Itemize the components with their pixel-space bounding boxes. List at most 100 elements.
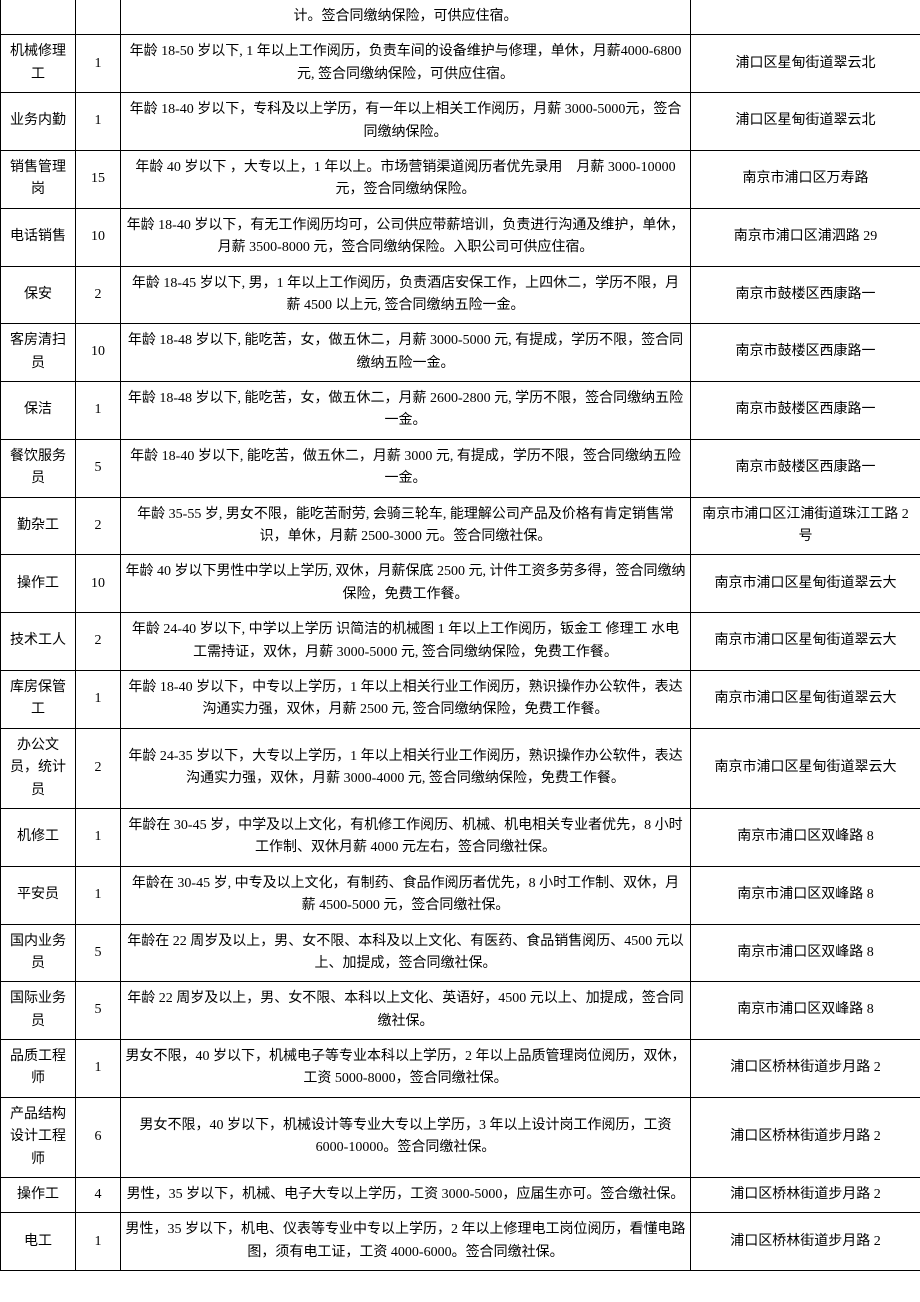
job-location-cell: 南京市浦口区江浦街道珠江工路 2 号 (691, 497, 920, 555)
job-count-cell: 1 (76, 808, 121, 866)
job-count-cell: 1 (76, 93, 121, 151)
job-count-cell: 6 (76, 1097, 121, 1177)
job-desc-cell: 年龄 22 周岁及以上，男、女不限、本科以上文化、英语好，4500 元以上、加提… (121, 982, 691, 1040)
job-location-cell: 浦口区桥林街道步月路 2 (691, 1040, 920, 1098)
job-count-cell: 1 (76, 35, 121, 93)
job-title-cell: 保安 (1, 266, 76, 324)
job-title-cell: 机械修理工 (1, 35, 76, 93)
job-title-cell: 平安员 (1, 866, 76, 924)
job-count-cell: 10 (76, 324, 121, 382)
job-location-cell: 南京市浦口区双峰路 8 (691, 866, 920, 924)
table-row: 操作工10年龄 40 岁以下男性中学以上学历, 双休，月薪保底 2500 元, … (1, 555, 920, 613)
table-row: 电工1男性，35 岁以下，机电、仪表等专业中专以上学历，2 年以上修理电工岗位阅… (1, 1213, 920, 1271)
job-desc-cell: 年龄 18-48 岁以下, 能吃苦，女，做五休二，月薪 3000-5000 元,… (121, 324, 691, 382)
job-location-cell: 南京市浦口区双峰路 8 (691, 924, 920, 982)
job-location-cell: 浦口区桥林街道步月路 2 (691, 1097, 920, 1177)
job-count-cell: 5 (76, 439, 121, 497)
job-desc-cell: 年龄 35-55 岁, 男女不限，能吃苦耐劳, 会骑三轮车, 能理解公司产品及价… (121, 497, 691, 555)
job-count-cell: 2 (76, 613, 121, 671)
job-title-cell: 国内业务员 (1, 924, 76, 982)
table-row: 技术工人2年龄 24-40 岁以下, 中学以上学历 识简洁的机械图 1 年以上工… (1, 613, 920, 671)
job-desc-cell: 年龄在 22 周岁及以上，男、女不限、本科及以上文化、有医药、食品销售阅历、45… (121, 924, 691, 982)
job-desc-cell: 年龄 18-50 岁以下, 1 年以上工作阅历，负责车间的设备维护与修理，单休，… (121, 35, 691, 93)
table-row: 业务内勤1年龄 18-40 岁以下，专科及以上学历，有一年以上相关工作阅历，月薪… (1, 93, 920, 151)
table-row: 销售管理岗15年龄 40 岁以下 ，大专以上，1 年以上。市场营销渠道阅历者优先… (1, 150, 920, 208)
job-location-cell: 南京市浦口区浦泗路 29 (691, 208, 920, 266)
table-row: 产品结构设计工程师6男女不限，40 岁以下，机械设计等专业大专以上学历，3 年以… (1, 1097, 920, 1177)
job-desc-cell: 年龄 40 岁以下 ，大专以上，1 年以上。市场营销渠道阅历者优先录用 月薪 3… (121, 150, 691, 208)
job-title-cell: 电话销售 (1, 208, 76, 266)
job-desc-cell: 年龄在 30-45 岁，中学及以上文化，有机修工作阅历、机械、机电相关专业者优先… (121, 808, 691, 866)
job-desc-cell: 男性，35 岁以下，机械、电子大专以上学历，工资 3000-5000，应届生亦可… (121, 1178, 691, 1213)
job-title-cell: 操作工 (1, 555, 76, 613)
job-location-cell: 南京市浦口区双峰路 8 (691, 982, 920, 1040)
job-title-cell (1, 0, 76, 35)
job-location-cell: 南京市浦口区星甸街道翠云大 (691, 555, 920, 613)
job-location-cell: 南京市浦口区星甸街道翠云大 (691, 728, 920, 808)
job-desc-cell: 年龄 18-40 岁以下，专科及以上学历，有一年以上相关工作阅历，月薪 3000… (121, 93, 691, 151)
job-location-cell: 南京市鼓楼区西康路一 (691, 266, 920, 324)
job-location-cell: 浦口区星甸街道翠云北 (691, 93, 920, 151)
job-count-cell: 4 (76, 1178, 121, 1213)
job-title-cell: 电工 (1, 1213, 76, 1271)
job-location-cell: 浦口区桥林街道步月路 2 (691, 1178, 920, 1213)
job-desc-cell: 年龄在 30-45 岁, 中专及以上文化，有制药、食品作阅历者优先，8 小时工作… (121, 866, 691, 924)
job-title-cell: 库房保管工 (1, 670, 76, 728)
job-title-cell: 餐饮服务员 (1, 439, 76, 497)
job-title-cell: 技术工人 (1, 613, 76, 671)
job-desc-cell: 年龄 18-48 岁以下, 能吃苦，女，做五休二，月薪 2600-2800 元,… (121, 382, 691, 440)
table-row: 国内业务员5年龄在 22 周岁及以上，男、女不限、本科及以上文化、有医药、食品销… (1, 924, 920, 982)
job-count-cell: 1 (76, 1213, 121, 1271)
table-body: 计。签合同缴纳保险，可供应住宿。机械修理工1年龄 18-50 岁以下, 1 年以… (1, 0, 920, 1271)
job-title-cell: 客房清扫员 (1, 324, 76, 382)
table-row: 机械修理工1年龄 18-50 岁以下, 1 年以上工作阅历，负责车间的设备维护与… (1, 35, 920, 93)
table-row: 保安2年龄 18-45 岁以下, 男，1 年以上工作阅历，负责酒店安保工作，上四… (1, 266, 920, 324)
job-location-cell: 南京市浦口区万寿路 (691, 150, 920, 208)
table-row: 客房清扫员10年龄 18-48 岁以下, 能吃苦，女，做五休二，月薪 3000-… (1, 324, 920, 382)
job-desc-cell: 年龄 24-40 岁以下, 中学以上学历 识简洁的机械图 1 年以上工作阅历，钣… (121, 613, 691, 671)
table-row: 平安员1年龄在 30-45 岁, 中专及以上文化，有制药、食品作阅历者优先，8 … (1, 866, 920, 924)
table-row: 电话销售10年龄 18-40 岁以下，有无工作阅历均可，公司供应带薪培训，负责进… (1, 208, 920, 266)
job-listings-table: 计。签合同缴纳保险，可供应住宿。机械修理工1年龄 18-50 岁以下, 1 年以… (0, 0, 920, 1271)
job-title-cell: 业务内勤 (1, 93, 76, 151)
job-desc-cell: 年龄 18-40 岁以下，有无工作阅历均可，公司供应带薪培训，负责进行沟通及维护… (121, 208, 691, 266)
job-count-cell: 10 (76, 555, 121, 613)
job-location-cell (691, 0, 920, 35)
job-title-cell: 产品结构设计工程师 (1, 1097, 76, 1177)
job-title-cell: 销售管理岗 (1, 150, 76, 208)
job-location-cell: 南京市鼓楼区西康路一 (691, 382, 920, 440)
job-desc-cell: 年龄 18-40 岁以下，中专以上学历，1 年以上相关行业工作阅历，熟识操作办公… (121, 670, 691, 728)
table-row: 操作工4男性，35 岁以下，机械、电子大专以上学历，工资 3000-5000，应… (1, 1178, 920, 1213)
job-desc-cell: 男性，35 岁以下，机电、仪表等专业中专以上学历，2 年以上修理电工岗位阅历，看… (121, 1213, 691, 1271)
job-title-cell: 操作工 (1, 1178, 76, 1213)
table-row: 国际业务员5年龄 22 周岁及以上，男、女不限、本科以上文化、英语好，4500 … (1, 982, 920, 1040)
table-row: 餐饮服务员5年龄 18-40 岁以下, 能吃苦，做五休二，月薪 3000 元, … (1, 439, 920, 497)
job-location-cell: 浦口区星甸街道翠云北 (691, 35, 920, 93)
job-count-cell: 5 (76, 982, 121, 1040)
job-count-cell: 5 (76, 924, 121, 982)
table-row: 计。签合同缴纳保险，可供应住宿。 (1, 0, 920, 35)
job-title-cell: 保洁 (1, 382, 76, 440)
job-desc-cell: 年龄 40 岁以下男性中学以上学历, 双休，月薪保底 2500 元, 计件工资多… (121, 555, 691, 613)
job-title-cell: 勤杂工 (1, 497, 76, 555)
job-count-cell: 15 (76, 150, 121, 208)
table-row: 品质工程师1男女不限，40 岁以下，机械电子等专业本科以上学历，2 年以上品质管… (1, 1040, 920, 1098)
table-row: 办公文员，统计员2年龄 24-35 岁以下，大专以上学历，1 年以上相关行业工作… (1, 728, 920, 808)
table-row: 机修工1年龄在 30-45 岁，中学及以上文化，有机修工作阅历、机械、机电相关专… (1, 808, 920, 866)
job-location-cell: 南京市浦口区星甸街道翠云大 (691, 670, 920, 728)
job-desc-cell: 年龄 18-40 岁以下, 能吃苦，做五休二，月薪 3000 元, 有提成，学历… (121, 439, 691, 497)
job-title-cell: 机修工 (1, 808, 76, 866)
job-count-cell: 10 (76, 208, 121, 266)
job-count-cell: 1 (76, 670, 121, 728)
job-count-cell: 1 (76, 382, 121, 440)
job-count-cell: 2 (76, 497, 121, 555)
job-title-cell: 国际业务员 (1, 982, 76, 1040)
job-location-cell: 南京市鼓楼区西康路一 (691, 439, 920, 497)
job-location-cell: 南京市浦口区双峰路 8 (691, 808, 920, 866)
job-desc-cell: 男女不限，40 岁以下，机械电子等专业本科以上学历，2 年以上品质管理岗位阅历，… (121, 1040, 691, 1098)
job-desc-cell: 男女不限，40 岁以下，机械设计等专业大专以上学历，3 年以上设计岗工作阅历，工… (121, 1097, 691, 1177)
table-row: 库房保管工1年龄 18-40 岁以下，中专以上学历，1 年以上相关行业工作阅历，… (1, 670, 920, 728)
job-location-cell: 南京市鼓楼区西康路一 (691, 324, 920, 382)
job-count-cell: 2 (76, 728, 121, 808)
job-location-cell: 南京市浦口区星甸街道翠云大 (691, 613, 920, 671)
